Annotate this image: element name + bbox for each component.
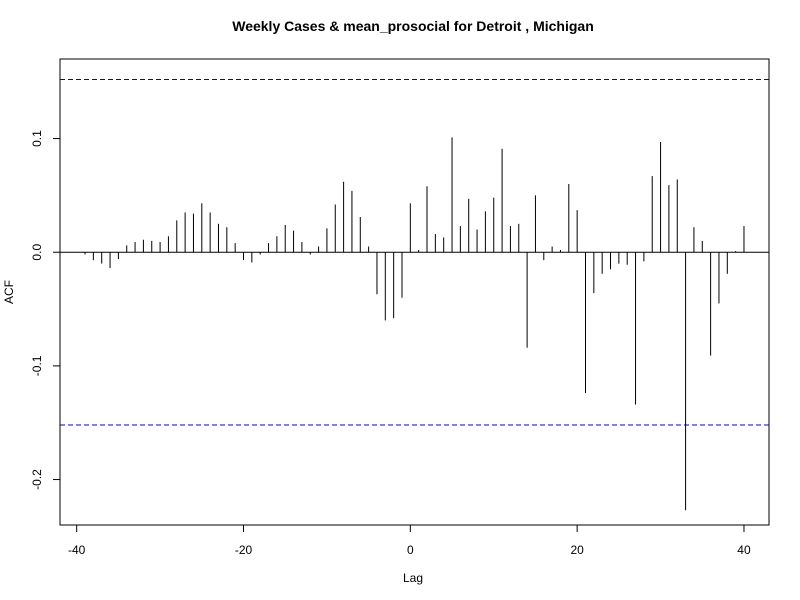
plot-frame	[59, 58, 770, 526]
x-axis: -40 -20 0 20 40	[68, 524, 751, 557]
x-tick-label: 40	[737, 543, 751, 557]
x-axis-label: Lag	[403, 571, 423, 585]
x-tick-label: -40	[68, 543, 86, 557]
chart-title: Weekly Cases & mean_prosocial for Detroi…	[232, 18, 594, 34]
acf-spikes	[84, 137, 745, 511]
y-axis: -0.2 -0.1 0.0 0.1	[30, 130, 61, 490]
y-tick-label: 0.0	[30, 244, 44, 261]
y-tick-label: -0.1	[30, 355, 44, 376]
x-tick-label: 0	[407, 543, 414, 557]
y-tick-label: 0.1	[30, 130, 44, 147]
x-tick-label: 20	[570, 543, 584, 557]
x-tick-label: -20	[235, 543, 253, 557]
y-axis-label: ACF	[2, 280, 16, 304]
y-tick-label: -0.2	[30, 469, 44, 490]
